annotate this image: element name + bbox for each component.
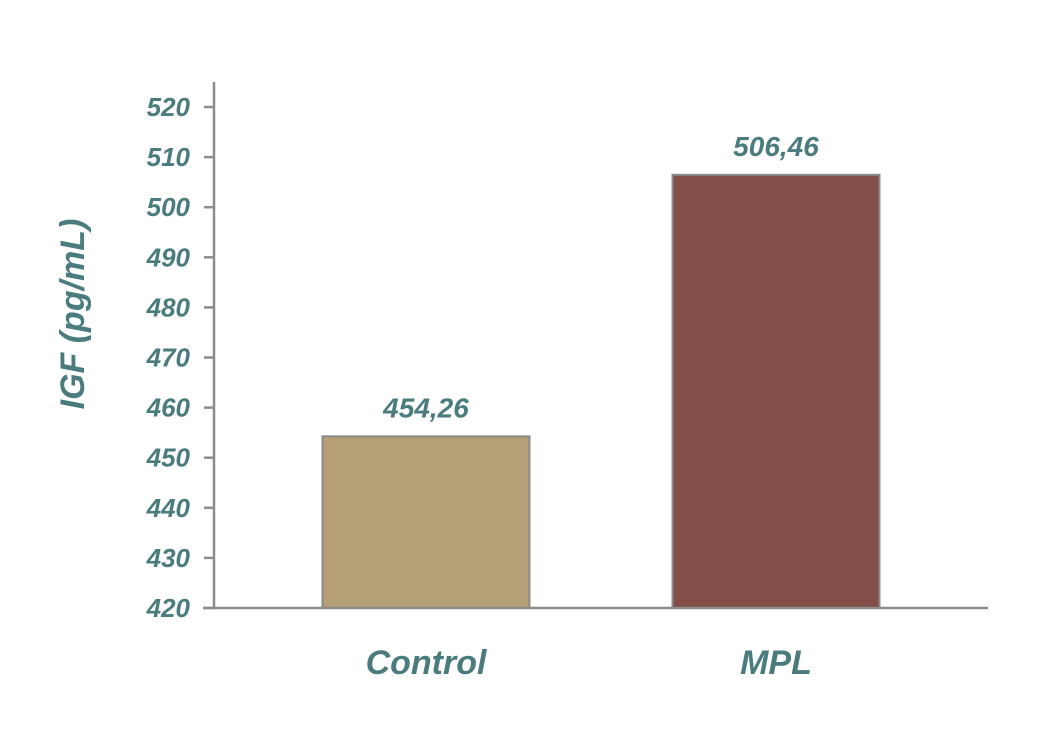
y-tick-label: 470: [146, 343, 191, 373]
y-tick-label: 430: [146, 543, 191, 573]
data-label: 454,26: [382, 392, 469, 423]
plot-area: 454,26 Control 506,46 MPL 420 430 440 450 460 470…: [146, 82, 988, 682]
y-tick-label: 450: [146, 443, 191, 473]
y-tick-label: 500: [147, 192, 191, 222]
bar-control: [321, 435, 531, 609]
y-tick-label: 520: [147, 92, 191, 122]
y-tick-label: 440: [146, 493, 191, 523]
bar-mpl: [671, 173, 881, 610]
x-tick-label: MPL: [740, 644, 812, 682]
y-tick-label: 420: [146, 593, 191, 623]
y-tick-label: 510: [147, 142, 191, 172]
y-axis-label: IGF (pg/mL): [54, 219, 92, 410]
y-tick-label: 490: [146, 242, 191, 272]
x-tick-label: Control: [366, 644, 488, 682]
data-label: 506,46: [733, 131, 819, 162]
y-tick-label: 460: [146, 393, 191, 423]
y-tick-label: 480: [146, 292, 191, 322]
